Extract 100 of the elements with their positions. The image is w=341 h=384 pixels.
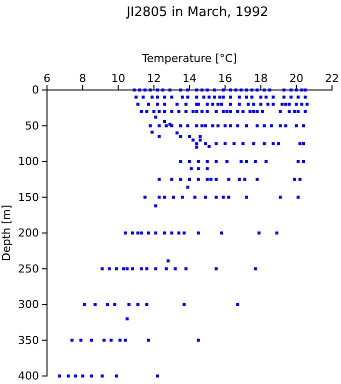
point	[277, 142, 280, 146]
point	[214, 267, 218, 270]
point	[248, 110, 252, 113]
point	[82, 303, 86, 306]
point	[252, 110, 256, 113]
point	[264, 160, 268, 163]
x-tick-label: 12	[146, 72, 161, 85]
point	[158, 134, 161, 138]
point	[256, 124, 259, 128]
point	[284, 102, 288, 106]
point	[222, 96, 225, 99]
point	[304, 96, 307, 99]
point	[176, 102, 179, 106]
point	[200, 124, 204, 128]
x-tick-label: 20	[289, 72, 304, 85]
point	[296, 160, 300, 163]
point	[304, 88, 307, 92]
point	[241, 142, 244, 146]
point	[163, 232, 166, 234]
point	[166, 259, 170, 262]
point	[294, 88, 298, 92]
point	[124, 338, 127, 342]
point	[252, 142, 256, 146]
point	[202, 96, 206, 99]
point	[206, 160, 209, 163]
point	[94, 303, 97, 306]
point	[224, 124, 227, 128]
point	[238, 96, 241, 99]
point	[114, 267, 118, 270]
point	[209, 178, 212, 181]
point	[143, 196, 146, 199]
point	[272, 102, 275, 106]
point	[127, 303, 130, 306]
point	[150, 96, 154, 99]
point	[302, 160, 305, 163]
point	[161, 88, 164, 92]
point	[250, 88, 254, 92]
point	[220, 102, 224, 106]
point	[177, 232, 180, 234]
point	[298, 178, 302, 181]
point	[90, 374, 94, 378]
point	[193, 196, 196, 199]
point	[278, 110, 282, 113]
point	[266, 102, 270, 106]
point	[257, 232, 260, 234]
point	[145, 267, 148, 270]
point	[179, 178, 182, 181]
y-tick-label: 0	[32, 84, 39, 97]
point	[208, 144, 211, 148]
point	[188, 160, 191, 163]
point	[222, 110, 225, 113]
point	[79, 338, 82, 342]
point	[206, 178, 209, 181]
point	[278, 124, 282, 128]
point	[179, 124, 182, 128]
point	[246, 102, 250, 106]
point	[256, 88, 259, 92]
point	[250, 96, 254, 99]
point	[156, 88, 159, 92]
point	[212, 96, 216, 99]
point	[206, 88, 209, 92]
x-tick-label: 22	[325, 72, 339, 85]
point	[262, 88, 266, 92]
point	[170, 178, 174, 181]
x-tick-label: 16	[218, 72, 232, 85]
point	[282, 88, 286, 92]
y-tick-label: 150	[18, 190, 39, 204]
point	[216, 124, 220, 128]
point	[158, 124, 161, 128]
point	[126, 317, 129, 320]
point	[132, 88, 136, 92]
point	[118, 338, 122, 342]
point	[147, 338, 150, 342]
point	[152, 110, 156, 113]
point	[204, 196, 208, 199]
point	[196, 338, 200, 342]
point	[220, 232, 224, 234]
y-tick-label: 100	[18, 155, 39, 168]
point	[208, 96, 211, 99]
point	[180, 196, 184, 199]
point	[156, 374, 159, 378]
point	[154, 204, 158, 208]
point	[214, 160, 218, 163]
point	[81, 374, 84, 378]
point	[164, 267, 168, 270]
point	[106, 303, 110, 306]
point	[254, 267, 257, 270]
point	[262, 142, 266, 146]
point	[204, 124, 208, 128]
point	[138, 88, 142, 92]
y-tick-label: 200	[18, 226, 39, 240]
point	[58, 374, 61, 378]
point	[290, 88, 293, 92]
point	[145, 110, 148, 113]
point	[147, 102, 150, 106]
y-tick-label: 300	[18, 298, 39, 312]
point	[188, 178, 191, 181]
point	[206, 167, 209, 170]
x-tick-label: 8	[79, 72, 86, 85]
point	[180, 96, 184, 99]
